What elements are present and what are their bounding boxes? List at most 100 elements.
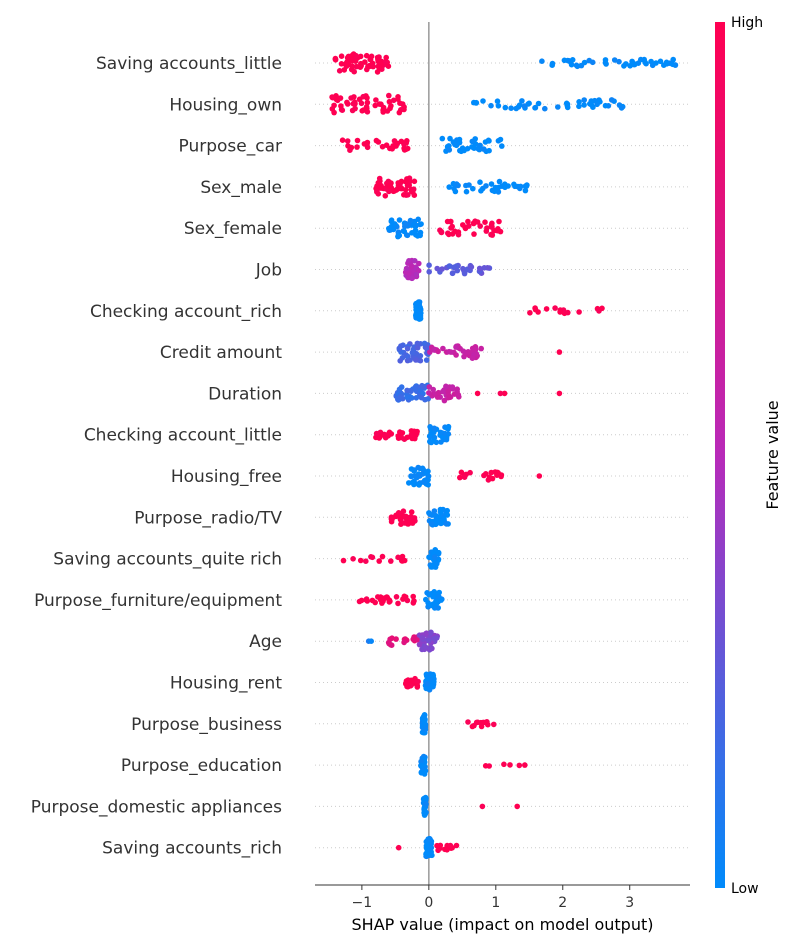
shap-point bbox=[408, 514, 415, 521]
shap-point bbox=[428, 844, 435, 851]
shap-point bbox=[364, 105, 370, 112]
shap-point bbox=[475, 146, 482, 152]
shap-point bbox=[393, 636, 399, 642]
shap-point bbox=[410, 593, 417, 600]
shap-point bbox=[370, 63, 376, 70]
shap-point bbox=[405, 192, 411, 198]
feature-label: Housing_own bbox=[169, 95, 282, 115]
shap-point bbox=[447, 394, 453, 401]
shap-point bbox=[339, 137, 346, 143]
shap-point bbox=[494, 469, 501, 476]
shap-point bbox=[409, 230, 415, 236]
shap-point bbox=[482, 719, 489, 726]
shap-point bbox=[507, 762, 513, 768]
shap-point bbox=[406, 270, 412, 277]
shap-point bbox=[463, 188, 470, 195]
feature-label: Purpose_radio/TV bbox=[134, 508, 282, 528]
shap-point bbox=[603, 61, 609, 67]
shap-point bbox=[453, 842, 460, 849]
shap-point bbox=[481, 146, 487, 152]
shap-point bbox=[496, 218, 502, 225]
shap-point bbox=[522, 762, 528, 768]
shap-point bbox=[391, 188, 398, 194]
shap-point bbox=[418, 762, 424, 769]
shap-point bbox=[514, 803, 520, 810]
shap-point bbox=[449, 384, 456, 390]
shap-point bbox=[358, 597, 365, 604]
shap-point bbox=[404, 434, 410, 441]
shap-point bbox=[411, 468, 417, 474]
shap-point bbox=[465, 719, 471, 725]
shap-point bbox=[347, 147, 353, 153]
shap-point bbox=[411, 479, 417, 485]
shap-point bbox=[517, 183, 524, 190]
shap-point bbox=[431, 678, 437, 685]
shap-point bbox=[588, 98, 595, 104]
x-ticks: −1 0 1 2 3 bbox=[352, 885, 634, 911]
shap-point bbox=[418, 394, 425, 401]
feature-label: Job bbox=[255, 261, 282, 281]
shap-point bbox=[368, 53, 375, 60]
shap-point bbox=[396, 345, 403, 352]
shap-point bbox=[394, 140, 401, 147]
shap-point bbox=[549, 60, 556, 67]
shap-point bbox=[491, 187, 498, 194]
shap-point bbox=[438, 597, 444, 603]
shap-point bbox=[478, 345, 485, 352]
shap-point bbox=[396, 232, 403, 239]
shap-point bbox=[508, 105, 514, 111]
shap-point bbox=[471, 231, 477, 237]
shap-point bbox=[427, 349, 433, 355]
shap-point bbox=[353, 63, 360, 70]
x-tick-label: −1 bbox=[352, 895, 373, 911]
shap-point bbox=[608, 97, 615, 103]
shap-point bbox=[413, 312, 419, 319]
shap-point bbox=[412, 258, 418, 264]
shap-point bbox=[416, 482, 422, 488]
shap-point bbox=[483, 471, 489, 477]
shap-point bbox=[453, 263, 460, 269]
shap-point bbox=[406, 258, 412, 264]
shap-point bbox=[521, 103, 528, 109]
shap-point bbox=[375, 57, 381, 63]
shap-point bbox=[368, 554, 374, 560]
shap-point bbox=[581, 97, 587, 103]
shap-point bbox=[414, 340, 421, 347]
shap-point bbox=[431, 508, 438, 514]
shap-point bbox=[458, 469, 465, 476]
shap-point bbox=[423, 596, 429, 603]
shap-point bbox=[578, 62, 585, 69]
shap-point bbox=[382, 193, 389, 199]
shap-point bbox=[395, 180, 402, 186]
shap-point bbox=[657, 58, 664, 65]
shap-point bbox=[403, 178, 409, 185]
shap-point bbox=[431, 425, 438, 432]
shap-point bbox=[532, 105, 538, 111]
shap-point bbox=[482, 219, 488, 225]
shap-point bbox=[481, 265, 488, 271]
shap-point bbox=[421, 718, 428, 725]
shap-point bbox=[414, 636, 421, 643]
shap-point bbox=[602, 57, 609, 63]
shap-point bbox=[499, 143, 505, 149]
shap-point bbox=[409, 349, 416, 356]
shap-point bbox=[379, 553, 386, 560]
shap-point bbox=[379, 143, 386, 150]
shap-point bbox=[486, 147, 492, 154]
shap-point bbox=[368, 638, 375, 644]
shap-point bbox=[461, 474, 468, 481]
shap-point bbox=[413, 271, 420, 278]
shap-point bbox=[354, 144, 360, 150]
shap-point bbox=[433, 600, 440, 607]
shap-point bbox=[401, 228, 408, 235]
shap-point bbox=[458, 148, 465, 155]
shap-point bbox=[364, 95, 370, 101]
shap-point bbox=[426, 390, 432, 396]
shap-point bbox=[390, 97, 397, 104]
shap-point bbox=[477, 179, 483, 185]
shap-point bbox=[331, 109, 337, 116]
shap-point bbox=[434, 265, 441, 272]
shap-point bbox=[447, 135, 453, 142]
shap-point bbox=[425, 637, 432, 644]
shap-point bbox=[423, 630, 430, 636]
